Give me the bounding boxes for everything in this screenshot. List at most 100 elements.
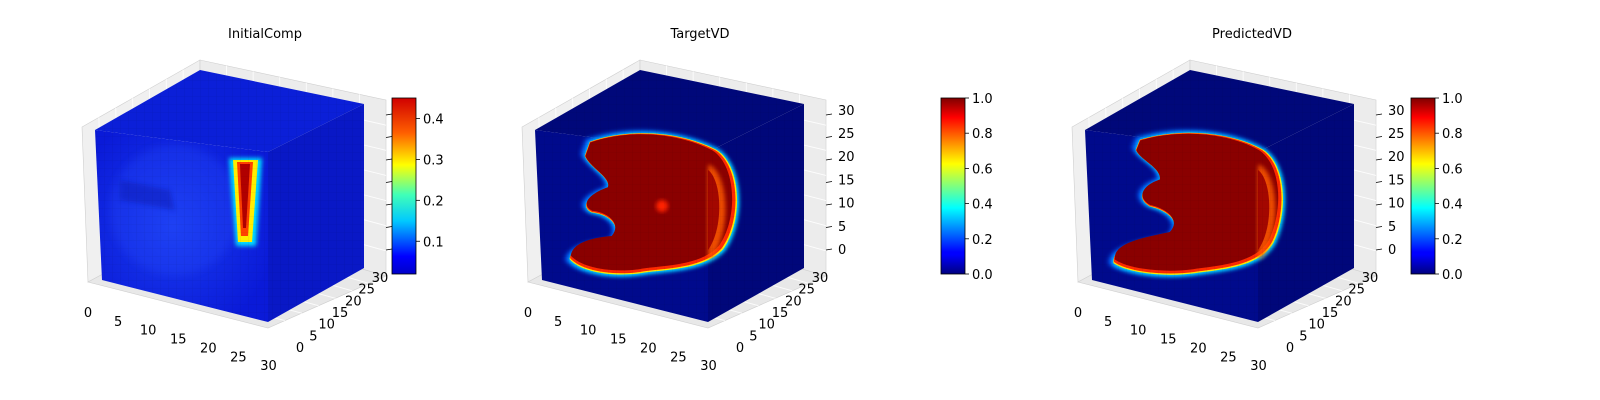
y-tick-label: 5 <box>309 329 317 344</box>
z-tick-mark <box>825 181 833 183</box>
x-tick-label: 0 <box>1074 306 1082 321</box>
z-tick-label: 25 <box>838 127 855 142</box>
z-tick-label: 5 <box>838 220 846 235</box>
x-axis: 0 5 10 15 20 25 30 <box>1074 306 1267 374</box>
colorbar-tick-label: 1.0 <box>1442 92 1463 107</box>
z-tick-mark <box>385 136 393 138</box>
x-tick-label: 0 <box>524 306 532 321</box>
z-tick-mark <box>385 203 393 206</box>
z-tick-label: 20 <box>838 150 855 165</box>
y-tick-label: 25 <box>1348 283 1365 298</box>
voxel-grid-right <box>708 104 804 322</box>
panel-title: PredictedVD <box>1212 27 1292 42</box>
z-tick-mark <box>825 136 833 138</box>
z-tick-mark <box>1375 248 1383 251</box>
y-tick-label: 5 <box>749 329 757 344</box>
z-tick-label: 30 <box>838 104 855 119</box>
x-tick-label: 10 <box>140 324 157 339</box>
colorbar-tick-label: 0.6 <box>972 162 993 177</box>
colorbar-tick-label: 0.2 <box>1442 233 1463 248</box>
z-axis <box>385 113 393 251</box>
colorbar-tick-label: 0.0 <box>972 268 993 283</box>
z-tick-mark <box>385 226 393 228</box>
z-tick-mark <box>1375 136 1383 138</box>
z-tick-mark <box>825 226 833 228</box>
x-tick-label: 25 <box>670 350 687 365</box>
colorbar-tick-label: 0.2 <box>423 194 444 209</box>
z-tick-mark <box>385 113 393 116</box>
colorbar-tick-label: 0.4 <box>972 198 993 213</box>
voxel-grid-front <box>95 130 268 322</box>
y-tick-label: 20 <box>785 294 802 309</box>
z-tick-label: 20 <box>1388 150 1405 165</box>
x-tick-label: 5 <box>1104 315 1112 330</box>
colorbar-tick-label: 0.2 <box>972 233 993 248</box>
y-tick-label: 20 <box>345 294 362 309</box>
z-tick-mark <box>1375 113 1383 116</box>
z-tick-mark <box>1375 226 1383 228</box>
voxel-panel-2: TargetVD05101520253005101520253005101520… <box>521 27 993 374</box>
z-axis: 0 5 10 15 20 25 30 <box>1375 104 1405 258</box>
z-tick-label: 10 <box>1388 197 1405 212</box>
voxel-grid-top <box>95 70 364 152</box>
x-tick-label: 15 <box>1160 333 1177 348</box>
x-tick-label: 20 <box>640 341 657 356</box>
x-tick-label: 5 <box>114 315 122 330</box>
x-tick-label: 5 <box>554 315 562 330</box>
z-tick-label: 30 <box>1388 104 1405 119</box>
colorbar-tick-label: 0.4 <box>1442 198 1463 213</box>
voxel-grid-right <box>268 104 364 322</box>
colorbar-tick-label: 0.8 <box>972 127 993 142</box>
x-tick-label: 30 <box>1250 359 1267 374</box>
colorbar-gradient <box>391 97 417 275</box>
z-axis: 0 5 10 15 20 25 30 <box>825 104 855 258</box>
x-tick-label: 25 <box>230 350 247 365</box>
z-tick-mark <box>385 181 393 183</box>
colorbar-tick-label: 0.8 <box>1442 127 1463 142</box>
panel-title: TargetVD <box>669 27 729 42</box>
y-tick-label: 15 <box>1322 306 1339 321</box>
x-tick-label: 30 <box>260 359 277 374</box>
panel-title: InitialComp <box>228 27 302 42</box>
y-tick-label: 10 <box>1308 318 1325 333</box>
x-tick-label: 25 <box>1220 350 1237 365</box>
colorbar-tick-label: 1.0 <box>972 92 993 107</box>
y-tick-label: 15 <box>332 306 349 321</box>
z-tick-mark <box>825 203 833 206</box>
z-tick-mark <box>1375 181 1383 183</box>
z-tick-label: 15 <box>838 173 855 188</box>
colorbar-tick-label: 0.6 <box>1442 162 1463 177</box>
colorbar-gradient <box>1410 97 1436 275</box>
colorbar-tick-label: 0.4 <box>423 112 444 127</box>
y-tick-label: 0 <box>1286 341 1294 356</box>
z-tick-mark <box>1375 203 1383 206</box>
x-tick-label: 20 <box>200 341 217 356</box>
z-tick-mark <box>1375 158 1383 161</box>
x-tick-label: 15 <box>610 333 627 348</box>
y-tick-label: 5 <box>1299 329 1307 344</box>
z-tick-mark <box>385 248 393 251</box>
y-tick-label: 25 <box>798 283 815 298</box>
colorbar: 0.0 0.2 0.4 0.6 0.8 1.0 <box>1410 92 1463 283</box>
x-axis: 0 5 10 15 20 25 30 <box>84 306 277 374</box>
y-tick-label: 0 <box>296 341 304 356</box>
voxel-panel-1: InitialComp0510152025300510152025300.10.… <box>81 27 444 374</box>
y-tick-label: 30 <box>1362 271 1379 286</box>
y-tick-label: 0 <box>736 341 744 356</box>
x-tick-label: 0 <box>84 306 92 321</box>
z-tick-mark <box>385 158 393 161</box>
z-tick-mark <box>825 158 833 161</box>
colorbar-gradient <box>940 97 966 275</box>
z-tick-label: 0 <box>838 243 846 258</box>
z-tick-mark <box>825 113 833 116</box>
y-tick-label: 10 <box>318 318 335 333</box>
z-tick-label: 15 <box>1388 173 1405 188</box>
z-tick-mark <box>825 248 833 251</box>
colorbar: 0.1 0.2 0.3 0.4 <box>391 97 444 275</box>
z-tick-label: 25 <box>1388 127 1405 142</box>
x-tick-label: 30 <box>700 359 717 374</box>
colorbar-tick-label: 0.0 <box>1442 268 1463 283</box>
